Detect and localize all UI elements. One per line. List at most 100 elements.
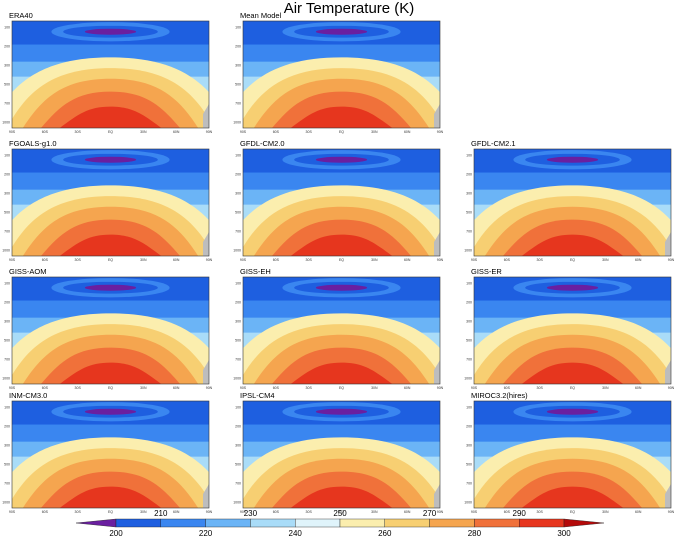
contour-field xyxy=(474,149,671,256)
panel-frame xyxy=(11,400,210,509)
colorbar-label-lower: 260 xyxy=(378,529,392,538)
y-tick-label: 500 xyxy=(4,83,10,87)
y-tick-label: 500 xyxy=(235,83,241,87)
y-tick-label: 500 xyxy=(466,463,472,467)
y-tick-label: 300 xyxy=(235,192,241,196)
x-tick-label: 60N xyxy=(173,130,180,134)
x-tick-label: 30S xyxy=(306,510,313,514)
panel-label: GISS-ER xyxy=(471,267,502,276)
y-tick-label: 200 xyxy=(235,173,241,177)
x-tick-label: 30S xyxy=(306,386,313,390)
y-tick-label: 300 xyxy=(235,320,241,324)
topography-mask xyxy=(203,360,209,384)
x-tick-label: 30S xyxy=(75,386,82,390)
y-tick-label: 700 xyxy=(235,358,241,362)
colorbar-swatch xyxy=(160,518,206,528)
y-tick-label: 300 xyxy=(4,320,10,324)
x-tick-label: 30N xyxy=(371,258,378,262)
y-tick-label: 1000 xyxy=(2,121,10,125)
x-tick-label: EQ xyxy=(570,386,575,390)
x-tick-label: EQ xyxy=(339,130,344,134)
x-tick-label: 90S xyxy=(9,510,16,514)
x-tick-label: 30S xyxy=(537,258,544,262)
x-tick-label: 90N xyxy=(668,510,675,514)
colorbar-swatch xyxy=(250,518,296,528)
y-tick-label: 300 xyxy=(4,64,10,68)
panel-label: GISS-EH xyxy=(240,267,271,276)
colorbar-high-arrow xyxy=(563,518,605,528)
x-tick-label: 90S xyxy=(240,386,247,390)
colorbar-label-upper: 270 xyxy=(423,509,437,518)
x-tick-label: EQ xyxy=(108,386,113,390)
contour-field xyxy=(12,149,209,256)
x-tick-label: 60S xyxy=(42,258,49,262)
x-tick-label: 60S xyxy=(42,510,49,514)
x-tick-label: 30S xyxy=(75,258,82,262)
x-tick-label: 90S xyxy=(240,510,247,514)
x-tick-label: 90S xyxy=(240,130,247,134)
y-tick-label: 500 xyxy=(4,339,10,343)
topography-mask xyxy=(203,484,209,508)
x-tick-label: 90N xyxy=(206,386,213,390)
x-tick-label: 60S xyxy=(42,386,49,390)
x-tick-label: 60N xyxy=(404,386,411,390)
x-tick-label: 60S xyxy=(504,510,511,514)
panels-group: ERA40 100 200 300 500 700 1000 90S 60S 30S EQ 30N 60… xyxy=(2,11,675,514)
topography-mask xyxy=(665,360,671,384)
colorbar-swatch xyxy=(295,518,341,528)
x-tick-label: 60N xyxy=(635,258,642,262)
topography-mask xyxy=(203,232,209,256)
figure-title: Air Temperature (K) xyxy=(284,0,415,17)
y-tick-label: 100 xyxy=(4,154,10,158)
panel-label: ERA40 xyxy=(9,11,33,20)
x-tick-label: 30S xyxy=(537,386,544,390)
y-tick-label: 500 xyxy=(4,463,10,467)
contour-field xyxy=(243,401,440,508)
y-tick-label: 700 xyxy=(4,230,10,234)
x-tick-label: 30S xyxy=(537,510,544,514)
x-tick-label: 60N xyxy=(173,510,180,514)
y-tick-label: 1000 xyxy=(233,377,241,381)
x-tick-label: 90N xyxy=(206,258,213,262)
y-tick-label: 200 xyxy=(466,173,472,177)
panel-label: Mean Model xyxy=(240,11,282,20)
x-tick-label: 60N xyxy=(173,258,180,262)
x-tick-label: 60N xyxy=(635,510,642,514)
panel-giss-er: GISS-ER 100 200 300 500 700 1000 90S 60S 30S EQ 30N… xyxy=(464,267,674,390)
x-tick-label: 90S xyxy=(471,386,478,390)
x-tick-label: 30N xyxy=(602,258,609,262)
x-tick-label: 90S xyxy=(471,510,478,514)
x-tick-label: EQ xyxy=(339,386,344,390)
panel-inm-cm3-0: INM-CM3.0 100 200 300 500 700 1000 90S 60S 30S EQ 3… xyxy=(2,391,213,514)
panel-frame xyxy=(11,276,210,385)
x-tick-label: 90N xyxy=(206,510,213,514)
panel-frame xyxy=(473,276,672,385)
panel-fgoals-g1-0: FGOALS-g1.0 100 200 300 500 700 1000 90S 60S 30S E… xyxy=(2,139,213,262)
y-tick-label: 700 xyxy=(466,482,472,486)
topography-mask xyxy=(434,484,440,508)
colorbar-label-upper: 230 xyxy=(244,509,258,518)
panel-gfdl-cm2-1: GFDL-CM2.1 100 200 300 500 700 1000 90S 60S 30S EQ… xyxy=(464,139,674,262)
x-tick-label: 60S xyxy=(273,258,280,262)
y-tick-label: 700 xyxy=(466,358,472,362)
colorbar-swatch xyxy=(519,518,565,528)
x-tick-label: EQ xyxy=(570,258,575,262)
panel-frame xyxy=(242,20,441,129)
x-tick-label: EQ xyxy=(339,510,344,514)
panel-frame xyxy=(242,400,441,509)
topography-mask xyxy=(434,232,440,256)
colorbar-label-upper: 250 xyxy=(333,509,347,518)
y-tick-label: 700 xyxy=(235,230,241,234)
panel-label: INM-CM3.0 xyxy=(9,391,47,400)
y-tick-label: 300 xyxy=(466,444,472,448)
panel-giss-eh: GISS-EH 100 200 300 500 700 1000 90S 60S 30S EQ 30N… xyxy=(233,267,443,390)
x-tick-label: EQ xyxy=(108,130,113,134)
x-tick-label: 90S xyxy=(9,258,16,262)
x-tick-label: EQ xyxy=(570,510,575,514)
y-tick-label: 300 xyxy=(235,64,241,68)
colorbar-label-lower: 280 xyxy=(468,529,482,538)
topography-mask xyxy=(665,484,671,508)
y-tick-label: 100 xyxy=(4,26,10,30)
x-tick-label: 90S xyxy=(9,386,16,390)
x-tick-label: 30S xyxy=(306,258,313,262)
